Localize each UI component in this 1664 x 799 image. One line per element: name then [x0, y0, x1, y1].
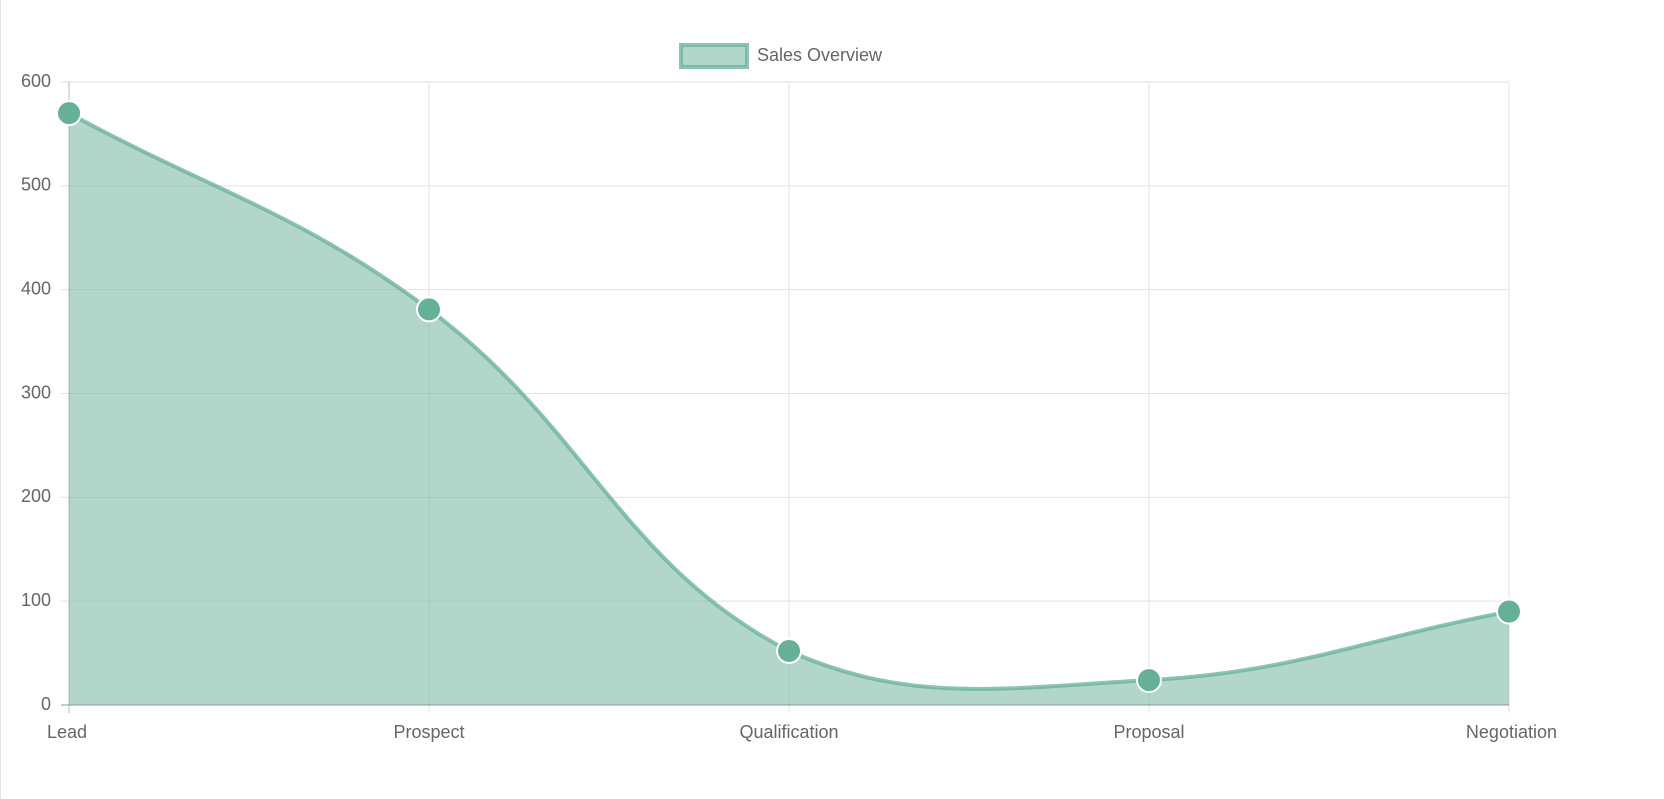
y-tick-label: 600: [21, 71, 51, 91]
y-tick-label: 400: [21, 278, 51, 298]
x-tick-label: Prospect: [393, 722, 464, 742]
x-tick-label: Lead: [47, 722, 87, 742]
y-tick-label: 100: [21, 590, 51, 610]
legend-swatch: [679, 43, 749, 69]
point: [56, 100, 82, 127]
legend-label: Sales Overview: [757, 45, 883, 65]
area: [69, 113, 1509, 705]
y-tick-label: 300: [21, 382, 51, 402]
point: [416, 296, 442, 323]
x-tick-label: Qualification: [739, 722, 838, 742]
x-tick-label: Proposal: [1113, 722, 1184, 742]
y-tick-label: 200: [21, 486, 51, 506]
point: [1496, 598, 1522, 625]
line: [68, 111, 1510, 691]
y-tick-label: 0: [41, 694, 51, 714]
y-tick-label: 500: [21, 175, 51, 195]
x-tick-label: Negotiation: [1466, 722, 1557, 742]
point: [776, 638, 802, 665]
point: [1136, 667, 1162, 694]
